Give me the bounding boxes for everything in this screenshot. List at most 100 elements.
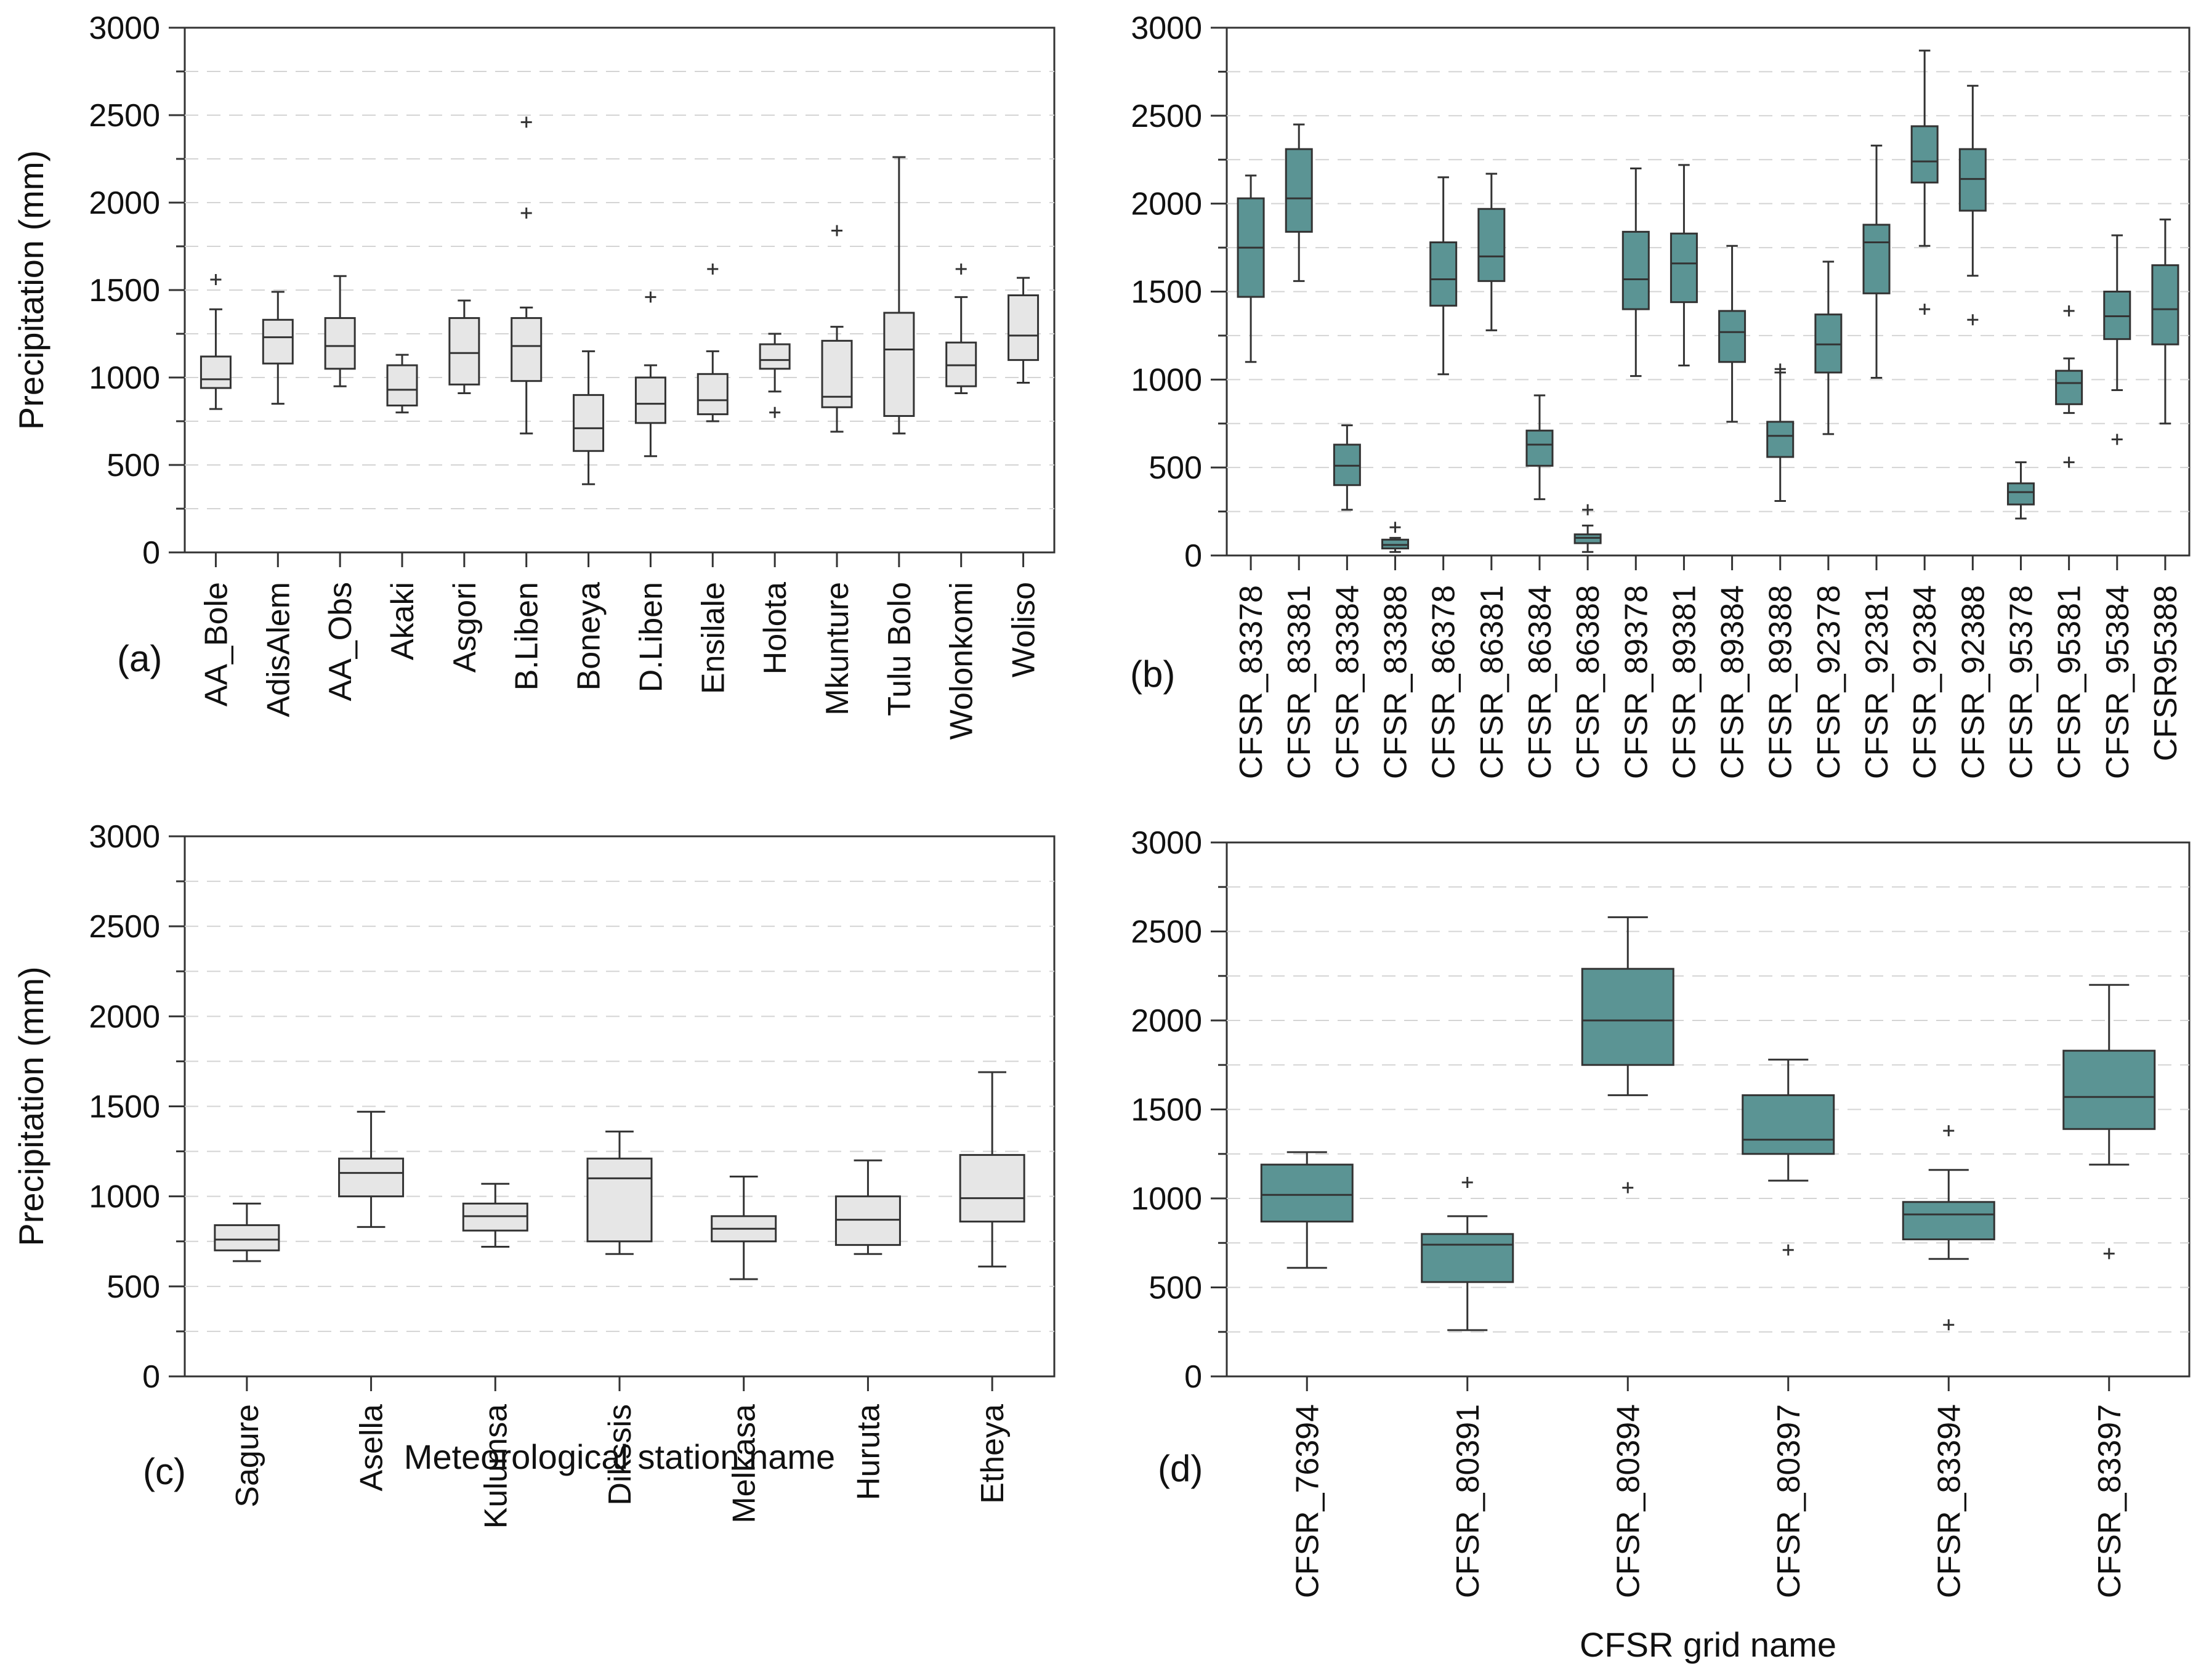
outlier-point	[1782, 1244, 1794, 1256]
outlier-point	[1774, 363, 1786, 375]
category-label: CFSR_80391	[1450, 1404, 1486, 1598]
outlier-point	[1622, 1182, 1634, 1193]
category-label: CFSR95388	[2148, 585, 2184, 761]
y-tick-label: 2500	[89, 909, 160, 945]
y-tick-label: 1000	[1131, 1181, 1202, 1217]
outlier-point	[2103, 1248, 2115, 1259]
iqr-box	[214, 1224, 280, 1251]
box-CFSR_80397	[1742, 1059, 1835, 1256]
iqr-box	[586, 1157, 653, 1243]
iqr-box	[1260, 1163, 1354, 1223]
iqr-box	[262, 318, 294, 365]
category-label: Boneya	[571, 582, 607, 690]
y-tick-label: 500	[107, 1269, 160, 1305]
box-Wolonkomi	[945, 263, 977, 395]
category-label: Asella	[354, 1404, 390, 1492]
box-Holota	[759, 333, 791, 418]
category-label: CFSR_83388	[1378, 585, 1414, 779]
y-tick-label: 500	[1149, 1270, 1202, 1306]
iqr-box	[2006, 482, 2035, 506]
category-label: CFSR_89388	[1763, 585, 1799, 779]
panel-tag: (b)	[1130, 653, 1175, 695]
outlier-point	[831, 225, 842, 236]
category-label: Sagure	[230, 1404, 265, 1508]
box-CFSR_83394	[1902, 1125, 1995, 1331]
iqr-box	[1718, 310, 1747, 363]
y-tick-label: 1000	[89, 1179, 160, 1215]
outlier-point	[645, 291, 656, 303]
box-CFSR_89388	[1766, 363, 1795, 502]
iqr-box	[324, 317, 356, 370]
y-tick-label: 2500	[89, 98, 160, 134]
category-label: CFSR_80394	[1610, 1404, 1646, 1598]
x-axis-title: Meteorological station name	[404, 1437, 835, 1476]
category-label: CFSR_83397	[2092, 1404, 2128, 1598]
outlier-point	[707, 263, 719, 275]
iqr-box	[959, 1153, 1025, 1223]
iqr-box	[634, 376, 666, 424]
outlier-point	[1943, 1125, 1955, 1137]
iqr-box	[1429, 241, 1458, 307]
category-label: CFSR_83378	[1234, 585, 1269, 779]
y-tick-label: 3000	[89, 10, 160, 46]
iqr-box	[697, 373, 729, 416]
iqr-box	[1621, 230, 1650, 310]
box-Tulu Bolo	[883, 156, 915, 435]
outlier-point	[2063, 456, 2075, 468]
iqr-box	[386, 364, 418, 406]
y-tick-label: 3000	[1131, 10, 1202, 46]
box-CFSR_83378	[1237, 174, 1265, 363]
box-D.Liben	[634, 291, 666, 458]
category-label: Dikssis	[602, 1404, 638, 1506]
box-CFSR_86378	[1429, 176, 1458, 376]
panel-a: 0 500 1000 1500 2000 2500 3000 AA_Bole AdisAlem A…	[12, 10, 1056, 740]
category-label: Mkunture	[820, 582, 855, 716]
iqr-box	[573, 394, 605, 452]
iqr-box	[883, 312, 915, 417]
panel-tag: (a)	[117, 638, 162, 679]
category-label: CFSR_86378	[1426, 585, 1462, 779]
iqr-box	[1285, 148, 1313, 233]
iqr-box	[759, 343, 791, 370]
category-label: CFSR_83381	[1282, 585, 1317, 779]
y-tick-label: 1500	[1131, 1092, 1202, 1128]
y-tick-label: 2000	[1131, 1003, 1202, 1039]
category-label: D.Liben	[633, 582, 669, 692]
box-CFSR_83381	[1285, 123, 1313, 282]
iqr-box	[511, 317, 543, 382]
y-tick-label: 2000	[89, 999, 160, 1035]
panel-b: 0 500 1000 1500 2000 2500 3000 CFSR_83378 CFSR_8…	[1130, 10, 2191, 779]
category-label: CFSR_95381	[2052, 585, 2088, 779]
box-Woliso	[1008, 277, 1040, 384]
box-CFSR_95381	[2055, 305, 2083, 468]
iqr-box	[200, 355, 232, 389]
box-CFSR_83384	[1333, 424, 1361, 511]
y-tick-label: 0	[142, 535, 160, 571]
box-Akaki	[386, 353, 418, 414]
outlier-point	[1919, 304, 1931, 315]
box-CFSR_80391	[1421, 1176, 1514, 1331]
outlier-point	[520, 116, 532, 128]
box-CFSR_86384	[1525, 394, 1554, 501]
outlier-point	[955, 263, 967, 275]
category-label: Woliso	[1006, 582, 1042, 677]
panel-tag: (d)	[1158, 1448, 1203, 1489]
box-CFSR_76394	[1260, 1151, 1354, 1269]
box-Asgori	[448, 299, 480, 395]
category-label: CFSR_92388	[1955, 585, 1991, 779]
box-CFSR_89384	[1718, 244, 1747, 423]
category-label: CFSR_76394	[1290, 1404, 1325, 1598]
box-CFSR_83397	[2062, 983, 2156, 1259]
box-Etheya	[959, 1071, 1025, 1268]
box-CFSR_92381	[1862, 144, 1891, 379]
y-tick-label: 2500	[1131, 99, 1202, 134]
category-label: CFSR_89381	[1666, 585, 1702, 779]
category-label: CFSR_89384	[1715, 585, 1751, 779]
outlier-point	[1389, 522, 1401, 533]
category-label: Ensilale	[695, 582, 731, 694]
y-tick-label: 1000	[1131, 362, 1202, 398]
category-label: CFSR_83394	[1931, 1404, 1967, 1598]
panel-d: 0 500 1000 1500 2000 2500 3000 CFSR_76394 CFSR_8…	[1131, 825, 2191, 1664]
iqr-box	[1525, 429, 1554, 467]
